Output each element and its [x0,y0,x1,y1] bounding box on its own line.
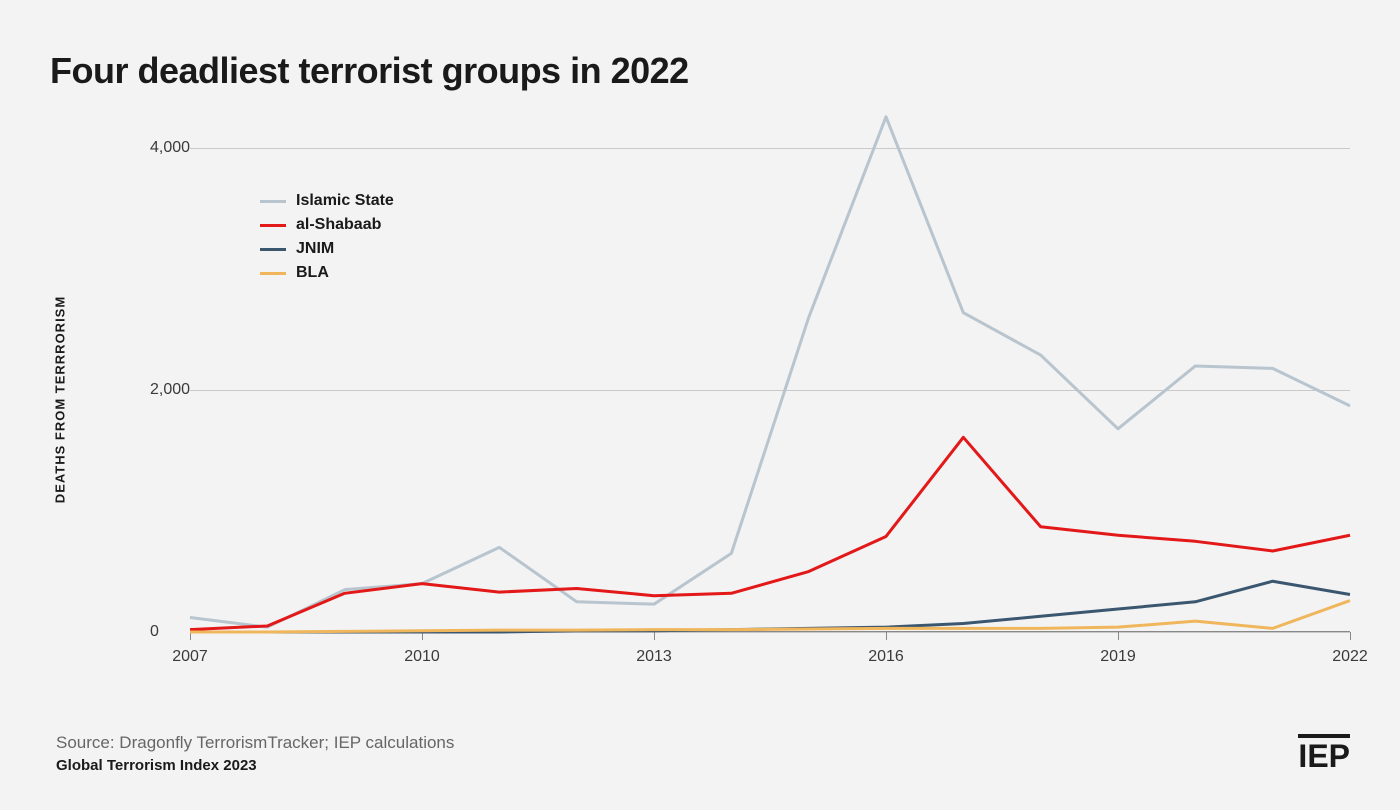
legend-item: JNIM [260,240,394,258]
legend-label: JNIM [296,240,334,258]
legend-label: Islamic State [296,192,394,210]
x-tick [1350,632,1351,640]
plot-area: 02,0004,000 200720102013201620192022 Isl… [150,112,1350,632]
legend-swatch [260,248,286,251]
x-tick-label: 2007 [172,648,208,666]
chart-container: Four deadliest terrorist groups in 2022 … [0,0,1400,810]
x-tick-label: 2010 [404,648,440,666]
line-chart-svg [190,112,1350,632]
x-tick [1118,632,1119,640]
legend-swatch [260,272,286,275]
legend-item: al-Shabaab [260,216,394,234]
x-tick [886,632,887,640]
x-tick-label: 2016 [868,648,904,666]
y-axis-title: DEATHS FROM TERRRORISM [53,296,68,503]
logo-text: IEP [1298,738,1350,774]
iep-logo: IEP [1298,734,1350,772]
x-tick-label: 2022 [1332,648,1368,666]
legend-swatch [260,224,286,227]
chart-area: DEATHS FROM TERRRORISM 02,0004,000 20072… [70,112,1350,672]
x-tick [654,632,655,640]
legend-label: al-Shabaab [296,216,381,234]
legend-item: Islamic State [260,192,394,210]
source-text: Source: Dragonfly TerrorismTracker; IEP … [56,733,454,753]
legend-item: BLA [260,264,394,282]
chart-title: Four deadliest terrorist groups in 2022 [50,50,1350,92]
footer: Source: Dragonfly TerrorismTracker; IEP … [56,733,454,774]
series-line [190,437,1350,629]
legend-swatch [260,200,286,203]
x-tick-label: 2019 [1100,648,1136,666]
legend: Islamic State al-Shabaab JNIM BLA [260,192,394,288]
report-name: Global Terrorism Index 2023 [56,757,454,774]
series-line [190,601,1350,632]
x-tick-label: 2013 [636,648,672,666]
legend-label: BLA [296,264,329,282]
